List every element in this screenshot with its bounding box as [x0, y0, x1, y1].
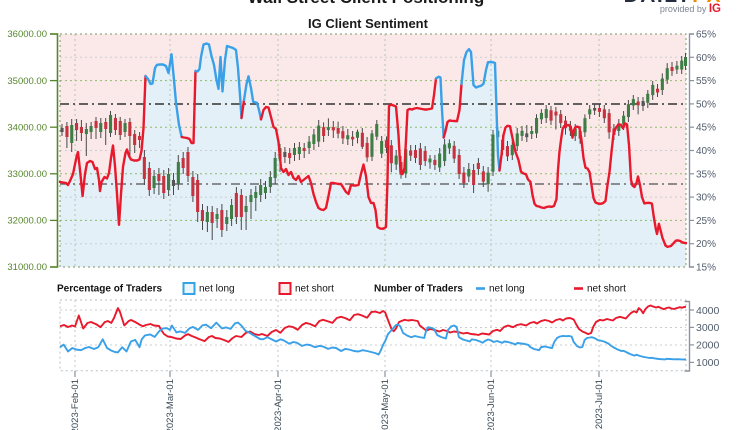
svg-text:30%: 30% [696, 193, 716, 204]
svg-text:2023-Apr-01: 2023-Apr-01 [273, 379, 284, 430]
svg-text:2023-May-01: 2023-May-01 [380, 379, 391, 430]
svg-text:net long: net long [199, 284, 235, 295]
svg-text:2023-Mar-01: 2023-Mar-01 [165, 379, 176, 430]
svg-text:1000: 1000 [696, 357, 720, 369]
svg-text:net long: net long [489, 284, 525, 295]
svg-text:35000.00: 35000.00 [7, 76, 47, 87]
svg-text:3000: 3000 [696, 322, 720, 334]
svg-text:20%: 20% [696, 239, 716, 250]
svg-text:32000.00: 32000.00 [7, 216, 47, 227]
svg-text:36000.00: 36000.00 [7, 29, 47, 40]
svg-text:net short: net short [587, 284, 626, 295]
svg-text:35%: 35% [696, 169, 716, 180]
svg-text:50%: 50% [696, 99, 716, 110]
svg-text:2023-Feb-01: 2023-Feb-01 [70, 379, 81, 430]
svg-text:45%: 45% [696, 123, 716, 134]
svg-text:Number of Traders: Number of Traders [374, 284, 463, 295]
svg-text:4000: 4000 [696, 305, 720, 317]
svg-text:40%: 40% [696, 146, 716, 157]
svg-text:15%: 15% [696, 263, 716, 274]
svg-text:2000: 2000 [696, 340, 720, 352]
svg-text:2023-Jul-01: 2023-Jul-01 [594, 379, 605, 429]
svg-text:Percentage of Traders: Percentage of Traders [57, 284, 162, 295]
svg-text:55%: 55% [696, 76, 716, 87]
svg-text:34000.00: 34000.00 [7, 122, 47, 133]
svg-text:60%: 60% [696, 53, 716, 64]
svg-text:33000.00: 33000.00 [7, 169, 47, 180]
svg-text:25%: 25% [696, 216, 716, 227]
svg-text:65%: 65% [696, 30, 716, 41]
svg-text:31000.00: 31000.00 [7, 262, 47, 273]
svg-text:net short: net short [295, 284, 334, 295]
svg-text:2023-Jun-01: 2023-Jun-01 [486, 379, 497, 430]
